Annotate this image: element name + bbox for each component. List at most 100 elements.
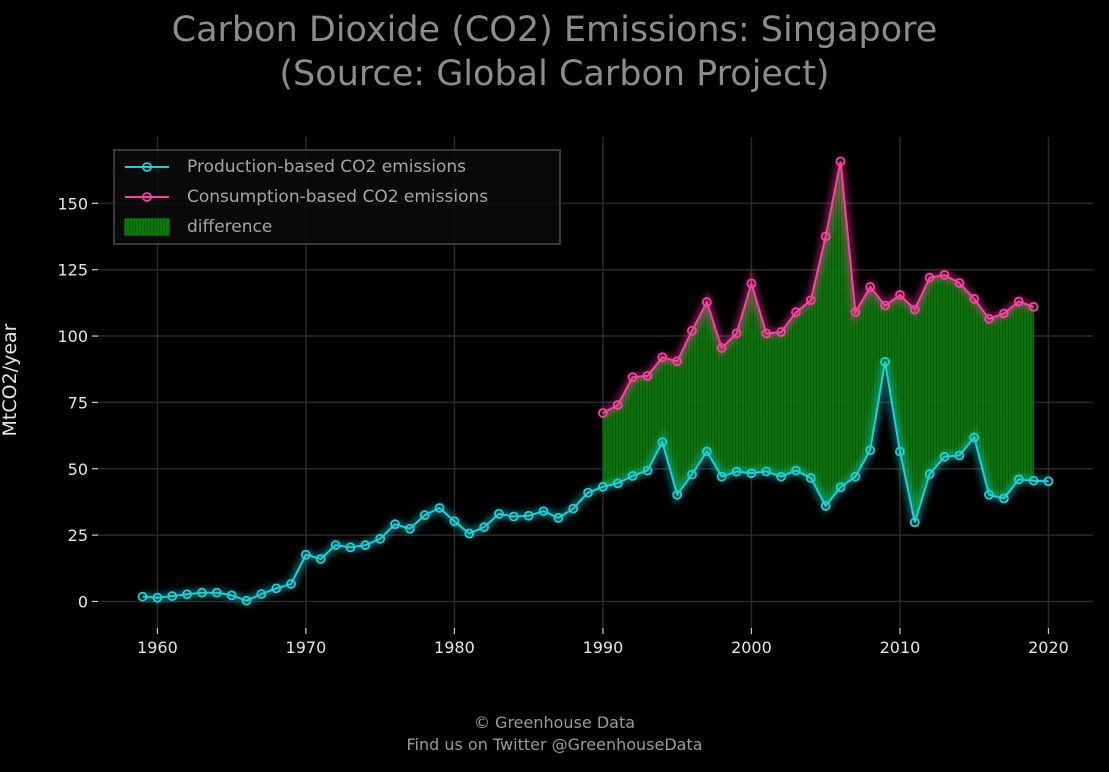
production-point — [568, 503, 579, 514]
legend-item-difference: difference — [123, 214, 272, 240]
production-point — [449, 516, 460, 527]
production-point — [880, 356, 890, 367]
consumption-point — [791, 307, 801, 318]
consumption-point — [895, 290, 905, 300]
consumption-point — [969, 293, 980, 304]
legend-item-consumption: Consumption-based CO2 emissions — [123, 184, 488, 210]
production-point — [598, 481, 608, 492]
production-point — [895, 446, 905, 457]
production-point — [137, 591, 148, 602]
chart-title: Carbon Dioxide (CO2) Emissions: Singapor… — [0, 8, 1109, 96]
consumption-point — [731, 328, 742, 339]
production-point — [820, 501, 831, 511]
legend-swatch-consumption — [123, 187, 171, 207]
production-point — [211, 587, 222, 598]
production-point — [197, 587, 207, 598]
consumption-point — [1013, 296, 1024, 307]
production-point — [375, 533, 386, 544]
legend-swatch-difference — [123, 217, 171, 237]
consumption-point — [939, 270, 950, 280]
production-point — [805, 473, 816, 483]
production-point — [182, 589, 193, 600]
production-line — [142, 361, 1049, 602]
consumption-point — [716, 343, 727, 353]
production-point — [909, 517, 920, 528]
production-point — [553, 512, 564, 523]
consumption-point — [598, 408, 608, 418]
consumption-point — [880, 300, 890, 311]
y-tick-label: 150 — [57, 194, 88, 213]
production-point — [969, 432, 980, 443]
x-tick-label: 2000 — [731, 638, 772, 657]
y-tick-label: 75 — [68, 393, 88, 412]
production-point — [479, 522, 490, 533]
footer-twitter: Find us on Twitter @GreenhouseData — [406, 735, 703, 754]
production-point — [1043, 476, 1054, 487]
production-point — [642, 465, 653, 476]
production-point — [583, 487, 593, 498]
production-point — [984, 489, 994, 500]
y-tick-label: 50 — [68, 460, 88, 479]
production-point — [850, 471, 861, 482]
production-point — [1013, 474, 1024, 485]
production-point — [746, 468, 757, 479]
production-point — [716, 471, 727, 482]
production-point — [523, 510, 534, 521]
production-point — [271, 583, 282, 594]
consumption-point — [924, 272, 935, 283]
production-point — [761, 466, 772, 477]
legend-label-difference: difference — [187, 217, 273, 237]
x-tick-label: 2010 — [880, 638, 921, 657]
consumption-point — [642, 370, 653, 381]
consumption-point — [820, 231, 831, 242]
y-tick-label: 25 — [68, 526, 88, 545]
consumption-point — [627, 372, 638, 383]
production-point — [434, 503, 445, 513]
consumption-point — [687, 325, 697, 336]
consumption-point — [701, 297, 712, 307]
consumption-point — [1028, 301, 1039, 312]
production-point — [315, 554, 326, 564]
production-point — [390, 519, 400, 530]
x-tick-label: 2020 — [1028, 638, 1069, 657]
production-point — [538, 506, 549, 517]
production-point — [776, 471, 787, 482]
production-point — [419, 510, 430, 521]
series-lines — [137, 156, 1054, 607]
footer-credit: © Greenhouse Data — [473, 713, 636, 732]
consumption-point — [657, 352, 668, 363]
grid-lines — [98, 137, 1093, 628]
production-point — [167, 591, 178, 602]
production-point — [672, 489, 683, 500]
production-point — [241, 595, 252, 606]
consumption-point — [746, 278, 757, 289]
consumption-point — [850, 307, 861, 318]
production-point — [301, 549, 311, 560]
legend-label-production: Production-based CO2 emissions — [187, 157, 466, 177]
production-point — [701, 446, 712, 457]
production-point — [657, 437, 668, 448]
production-point — [226, 590, 237, 601]
footer: © Greenhouse Data Find us on Twitter @Gr… — [0, 712, 1109, 756]
y-tick-label: 125 — [57, 261, 88, 280]
consumption-point — [835, 156, 846, 167]
production-point — [865, 445, 876, 456]
consumption-point — [776, 327, 787, 337]
production-point — [954, 450, 965, 461]
consumption-point — [672, 356, 683, 367]
chart-title-line-1: Carbon Dioxide (CO2) Emissions: Singapor… — [171, 10, 938, 50]
x-tick-label: 1990 — [583, 638, 624, 657]
production-point — [360, 540, 371, 551]
legend: Production-based CO2 emissions Consumpti… — [113, 149, 561, 245]
production-point — [1028, 475, 1039, 486]
consumption-point — [761, 328, 772, 339]
production-point — [508, 511, 519, 522]
chart-title-line-2: (Source: Global Carbon Project) — [279, 54, 830, 94]
production-point — [494, 508, 504, 519]
consumption-point — [805, 295, 816, 306]
legend-item-production: Production-based CO2 emissions — [123, 154, 466, 180]
x-tick-label: 1980 — [434, 638, 475, 657]
production-point — [464, 528, 475, 539]
y-tick-label: 0 — [78, 592, 88, 611]
